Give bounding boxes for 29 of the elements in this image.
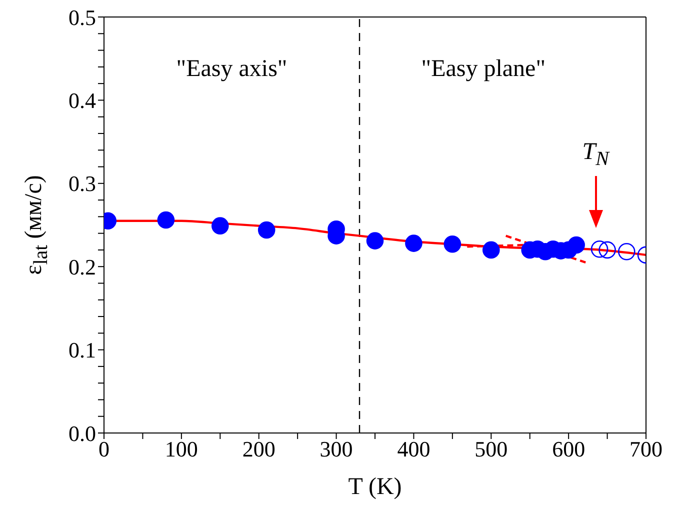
y-tick-label: 0.0 [68,420,96,446]
annotation: T$_{N}$ [582,139,610,170]
point [482,241,500,259]
x-tick-label: 600 [552,436,586,462]
y-tick-label: 0.4 [68,88,96,114]
annotation: "Easy plane" [421,56,546,82]
point [211,217,229,234]
y-tick-label: 0.2 [68,254,96,280]
x-tick-label: 400 [397,436,430,462]
y-tick-label: 0.1 [68,338,96,363]
y-tick-label: 0.3 [68,171,96,196]
x-tick-label: 200 [242,436,276,462]
annotation: "Easy axis" [176,56,288,82]
point [568,236,585,254]
x-tick-label: 0 [98,436,110,462]
point [157,211,175,229]
x-axis-title: T (K) [348,474,402,500]
y-tick-label: 0.5 [68,4,96,30]
point [405,234,422,252]
x-tick-label: 300 [320,436,353,462]
x-tick-label: 100 [164,436,198,462]
point [618,242,636,260]
point [258,221,276,239]
point [444,235,462,253]
x-tick-label: 700 [630,436,662,462]
point [598,241,616,259]
point [590,240,608,258]
x-tick-label: 500 [474,436,508,462]
point [366,232,384,250]
